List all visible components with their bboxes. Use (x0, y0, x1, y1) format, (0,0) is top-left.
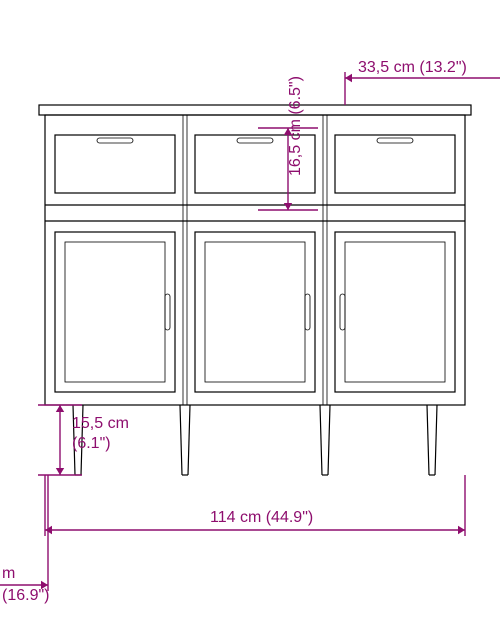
dim-depth-bottom-metric: m (2, 565, 15, 582)
dim-drawer-height: 16,5 cm (6.5") (287, 76, 304, 176)
dim-depth-bottom-imperial: (16.9") (2, 587, 49, 604)
dim-leg-height-imperial: (6.1") (72, 435, 111, 452)
dim-depth-top: 33,5 cm (13.2") (358, 59, 467, 76)
dim-leg-height-metric: 15,5 cm (72, 415, 129, 432)
dim-width: 114 cm (44.9") (210, 509, 313, 526)
